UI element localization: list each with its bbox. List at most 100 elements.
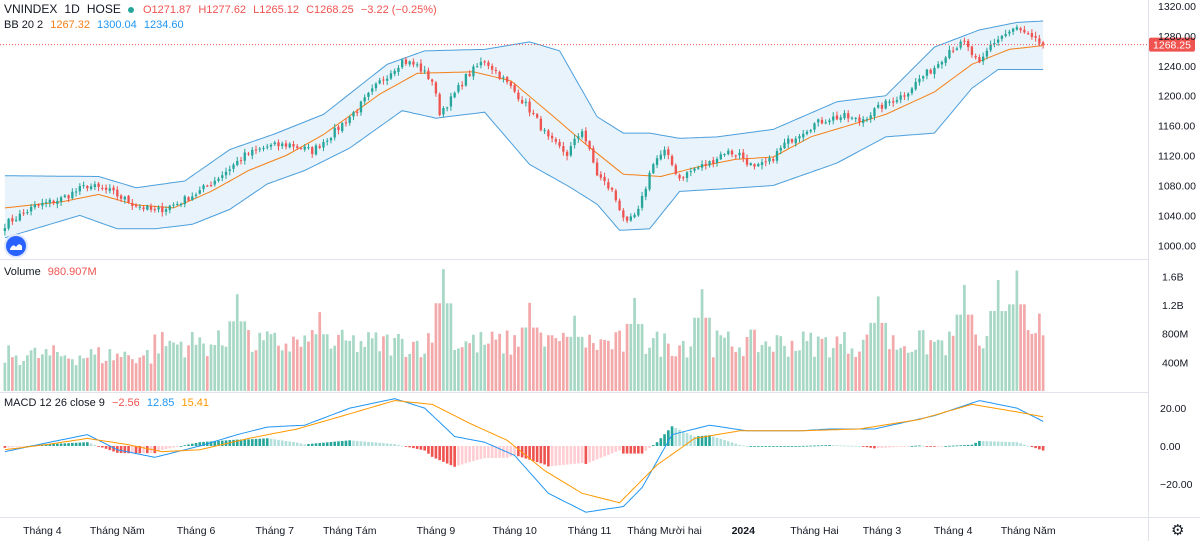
macd-histogram-bar: [97, 445, 100, 447]
candle-body: [67, 195, 70, 199]
candle-body: [127, 195, 130, 203]
bb-band-fill: [4, 20, 1044, 238]
macd-histogram-bar: [502, 445, 505, 458]
bb-legend[interactable]: BB 20 2 1267.32 1300.04 1234.60: [4, 19, 188, 31]
volume-bar: [655, 331, 659, 391]
macd-histogram-bar: [479, 445, 483, 460]
macd-histogram-bar: [569, 445, 573, 465]
volume-bar: [299, 346, 303, 391]
price-axis-tick: 1160.00: [1158, 121, 1195, 133]
volume-bar: [996, 279, 1000, 391]
macd-histogram-bar: [344, 440, 348, 446]
macd-histogram-bar: [835, 445, 839, 447]
macd-histogram-bar: [123, 445, 127, 454]
candle-body: [52, 200, 55, 203]
macd-histogram-bar: [723, 440, 726, 446]
candle-body: [344, 122, 348, 124]
macd-histogram-bar: [940, 445, 944, 447]
macd-histogram-bar: [498, 445, 501, 458]
volume-bar: [400, 338, 404, 391]
tradingview-logo-icon[interactable]: [6, 236, 26, 256]
candle-body: [858, 117, 861, 122]
time-axis-tick: 2024: [732, 525, 756, 537]
macd-histogram-bar: [678, 429, 681, 446]
candle-body: [802, 133, 805, 138]
macd-histogram-bar: [277, 439, 280, 446]
time-axis-tick: Tháng 4: [23, 525, 62, 537]
macd-histogram-bar: [588, 445, 591, 463]
macd-histogram-bar: [153, 445, 157, 454]
macd-histogram-bar: [74, 442, 78, 446]
volume-bar: [78, 355, 82, 391]
candle-body: [18, 213, 22, 221]
volume-bar: [194, 344, 198, 391]
candle-body: [783, 142, 786, 149]
macd-histogram-bar: [71, 442, 74, 446]
volume-bar: [801, 331, 805, 391]
volume-bar: [562, 332, 565, 391]
macd-histogram-bar: [846, 445, 850, 447]
candle-body: [299, 148, 303, 150]
macd-histogram-bar: [232, 439, 235, 446]
last-price-label: 1268.25: [1153, 40, 1191, 52]
macd-histogram-bar: [172, 445, 175, 448]
volume-bar: [247, 330, 250, 391]
macd-pane: [3, 398, 1045, 513]
macd-histogram-bar: [59, 443, 63, 446]
volume-bar: [603, 340, 606, 391]
candle-body: [704, 163, 707, 166]
candle-body: [479, 61, 483, 66]
macd-histogram-bar: [250, 439, 254, 446]
candle-body: [322, 142, 325, 148]
candle-body: [562, 145, 565, 152]
volume-bar: [858, 351, 861, 391]
macd-histogram-bar: [854, 445, 858, 447]
macd-histogram-bar: [1008, 441, 1011, 446]
macd-histogram-bar: [869, 445, 873, 448]
candle-body: [554, 139, 558, 142]
candle-body: [164, 209, 168, 212]
gear-icon[interactable]: ⚙: [1171, 522, 1185, 539]
volume-bar: [100, 363, 104, 391]
candle-body: [157, 207, 160, 210]
macd-histogram-bar: [134, 445, 138, 454]
candle-body: [670, 156, 674, 166]
macd-histogram-bar: [385, 443, 389, 446]
macd-histogram-bar: [164, 445, 168, 450]
volume-legend[interactable]: Volume 980.907M: [4, 266, 101, 278]
macd-histogram-bar: [224, 440, 228, 446]
volume-bar: [1034, 333, 1037, 391]
macd-histogram-bar: [78, 442, 82, 446]
candle-body: [914, 81, 917, 90]
volume-bar: [741, 356, 745, 391]
volume-bar: [614, 332, 618, 391]
macd-histogram-bar: [528, 445, 531, 460]
macd-histogram-bar: [101, 445, 104, 448]
candle-body: [108, 188, 111, 191]
macd-histogram-bar: [52, 443, 55, 446]
candle-body: [86, 185, 89, 189]
volume-bar: [168, 340, 172, 391]
candle-body: [599, 174, 603, 178]
macd-histogram-bar: [580, 445, 584, 464]
interval-label[interactable]: 1D: [64, 2, 80, 16]
symbol-name[interactable]: VNINDEX: [4, 2, 58, 16]
candle-body: [584, 130, 588, 142]
candle-body: [655, 158, 659, 165]
volume-bar: [228, 321, 232, 391]
macd-histogram-bar: [220, 440, 224, 446]
macd-histogram-bar: [213, 441, 217, 446]
candle-body: [899, 95, 902, 100]
candle-body: [483, 61, 486, 63]
candle-body: [266, 146, 269, 148]
volume-bar: [854, 356, 858, 391]
volume-bar: [430, 342, 434, 391]
candle-body: [996, 39, 1000, 43]
macd-histogram-bar: [715, 437, 719, 446]
candle-body: [948, 50, 951, 59]
volume-bar: [183, 357, 187, 391]
macd-legend[interactable]: MACD 12 26 close 9 −2.56 12.85 15.41: [4, 397, 213, 409]
